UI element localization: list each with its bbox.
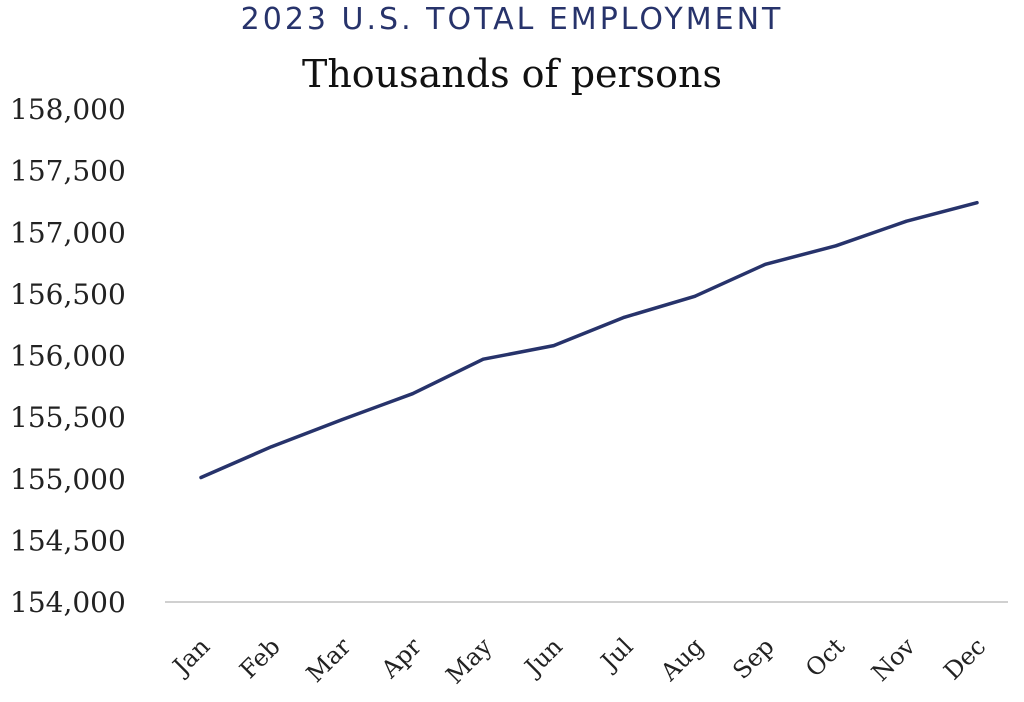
data-point — [270, 445, 274, 449]
y-tick-label: 156,000 — [10, 340, 126, 373]
y-tick-label: 155,000 — [10, 463, 126, 496]
y-tick-label: 156,500 — [10, 278, 126, 311]
y-tick-label: 155,500 — [10, 401, 126, 434]
y-tick-label: 154,500 — [10, 524, 126, 557]
x-tick-label: Feb — [234, 632, 286, 684]
chart-subtitle: Thousands of persons — [301, 52, 723, 96]
data-point — [199, 476, 203, 480]
data-point — [975, 201, 979, 205]
y-tick-label: 154,000 — [10, 586, 126, 619]
x-tick-label: Dec — [938, 632, 991, 685]
data-point — [622, 315, 626, 319]
chart-title: 2023 U.S. TOTAL EMPLOYMENT — [240, 2, 784, 37]
y-tick-label: 158,000 — [10, 93, 126, 126]
x-tick-label: Oct — [800, 632, 850, 682]
data-point — [693, 294, 697, 298]
x-tick-label: Jul — [593, 632, 638, 677]
x-tick-label: Apr — [375, 632, 427, 684]
data-point — [904, 219, 908, 223]
data-point — [763, 262, 767, 266]
y-tick-label: 157,500 — [10, 155, 126, 188]
x-tick-label: Jan — [165, 632, 215, 682]
y-tick-label: 157,000 — [10, 216, 126, 249]
data-point — [834, 244, 838, 248]
x-tick-label: Mar — [301, 632, 357, 688]
x-tick-label: Nov — [866, 632, 921, 687]
x-tick-label: Sep — [727, 632, 779, 684]
x-tick-label: May — [441, 632, 498, 689]
data-point — [340, 418, 344, 422]
data-point — [552, 344, 556, 348]
data-point — [481, 357, 485, 361]
series-line — [199, 200, 979, 480]
x-tick-label: Aug — [655, 632, 710, 687]
x-tick-label: Jun — [517, 632, 568, 683]
data-point — [411, 392, 415, 396]
